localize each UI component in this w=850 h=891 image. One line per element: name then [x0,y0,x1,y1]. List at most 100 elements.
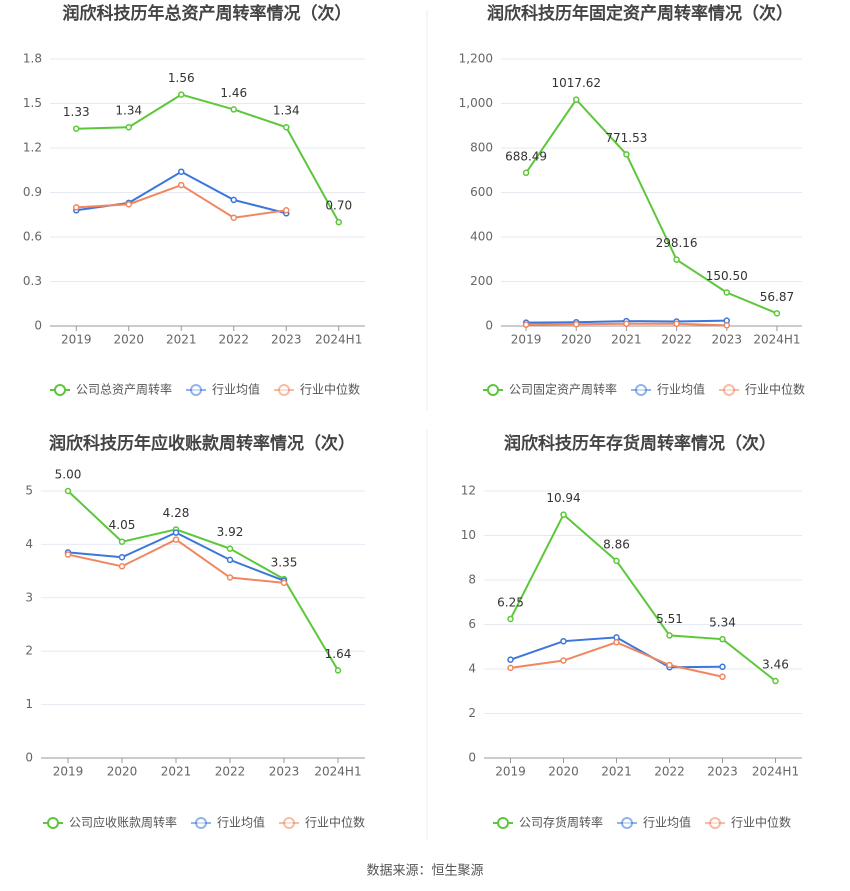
point [719,635,726,643]
y-tick-label: 12 [461,484,476,498]
point [230,106,237,113]
data-label: 0.70 [325,199,352,213]
point [118,563,126,570]
y-tick-label: 1,200 [459,52,493,66]
data-label: 1.56 [168,71,195,85]
data-label: 56.87 [760,290,794,304]
y-tick-label: 0.3 [23,274,42,288]
chart-title: 润欣科技历年应收账款周转率情况（次） [49,433,355,454]
point [226,545,234,552]
y-tick-label: 2 [468,706,476,720]
chart-title: 润欣科技历年总资产周转率情况（次） [63,3,352,24]
data-label: 5.00 [55,468,82,482]
data-label: 1.34 [115,104,142,118]
y-tick-label: 1.5 [23,96,42,110]
legend-label: 公司总资产周转率 [76,382,172,397]
y-tick-label: 6 [468,617,476,631]
source: 数据来源：恒生聚源 [366,864,483,879]
chart-title: 润欣科技历年存货周转率情况（次） [504,433,776,454]
y-tick-label: 4 [468,662,476,676]
y-tick-label: 1,000 [459,96,493,110]
y-tick-label: 0 [25,751,33,765]
y-tick-label: 8 [468,573,476,587]
point [723,322,730,329]
point [719,663,726,671]
y-tick-label: 600 [470,185,493,199]
point [178,181,185,189]
point [573,320,580,328]
point [73,204,80,211]
x-tick-label: 2021 [611,333,642,347]
x-tick-label: 2022 [218,333,249,347]
point [178,91,185,98]
x-tick-label: 2023 [711,333,742,347]
legend-marker [635,384,648,396]
data-label: 10.94 [546,491,580,505]
point [573,96,580,103]
y-tick-label: 1.8 [23,52,42,66]
data-label: 1.34 [273,104,300,118]
point [125,201,132,208]
point [73,125,80,132]
legend-label: 行业均值 [212,382,260,397]
point [507,615,514,623]
legend-marker [190,384,203,396]
data-label: 5.51 [656,612,683,626]
point [673,256,680,263]
point [64,487,72,495]
x-tick-label: 2022 [215,765,246,779]
point [230,196,237,204]
y-tick-label: 400 [470,230,493,244]
point [226,574,234,581]
legend-label: 行业中位数 [300,382,360,397]
data-label: 150.50 [706,269,748,283]
legend-marker [195,817,208,829]
legend-label: 行业中位数 [731,815,791,830]
x-tick-label: 2024H1 [314,765,361,779]
legend-marker [278,384,291,396]
point [560,511,567,518]
legend-label: 行业中位数 [745,382,805,397]
point [280,579,288,587]
point [560,637,567,645]
data-label: 3.35 [271,556,298,570]
data-label: 6.25 [497,595,524,609]
y-tick-label: 1.2 [23,141,42,155]
series-line [525,97,778,315]
y-tick-label: 3 [25,590,33,604]
legend-marker [283,817,296,829]
point [178,168,185,175]
point [64,551,72,558]
x-tick-label: 2023 [271,333,302,347]
point [118,553,126,561]
data-label: 1.33 [63,105,90,119]
point [719,673,726,681]
series-line [76,183,287,219]
legend-label: 行业中位数 [305,815,365,830]
legend-marker [621,817,634,829]
x-tick-label: 2021 [161,765,192,779]
point [560,657,567,664]
point [507,656,514,663]
x-tick-label: 2019 [53,765,84,779]
legend-marker [723,384,736,396]
legend-label: 公司存货周转率 [519,815,603,830]
x-tick-label: 2019 [61,333,92,347]
y-tick-label: 0 [468,751,476,765]
data-label: 5.34 [709,616,736,630]
series-line [76,93,340,223]
data-label: 4.05 [109,518,136,532]
x-tick-label: 2020 [561,333,592,347]
point [283,123,290,131]
x-tick-label: 2023 [269,765,300,779]
legend-label: 公司固定资产周转率 [509,382,617,397]
y-tick-label: 5 [25,484,33,498]
point [772,677,779,685]
y-tick-label: 200 [470,274,493,288]
point [172,536,180,543]
x-tick-label: 2021 [166,333,197,347]
point [623,320,630,328]
legend-marker [709,817,722,829]
x-tick-label: 2022 [661,333,692,347]
